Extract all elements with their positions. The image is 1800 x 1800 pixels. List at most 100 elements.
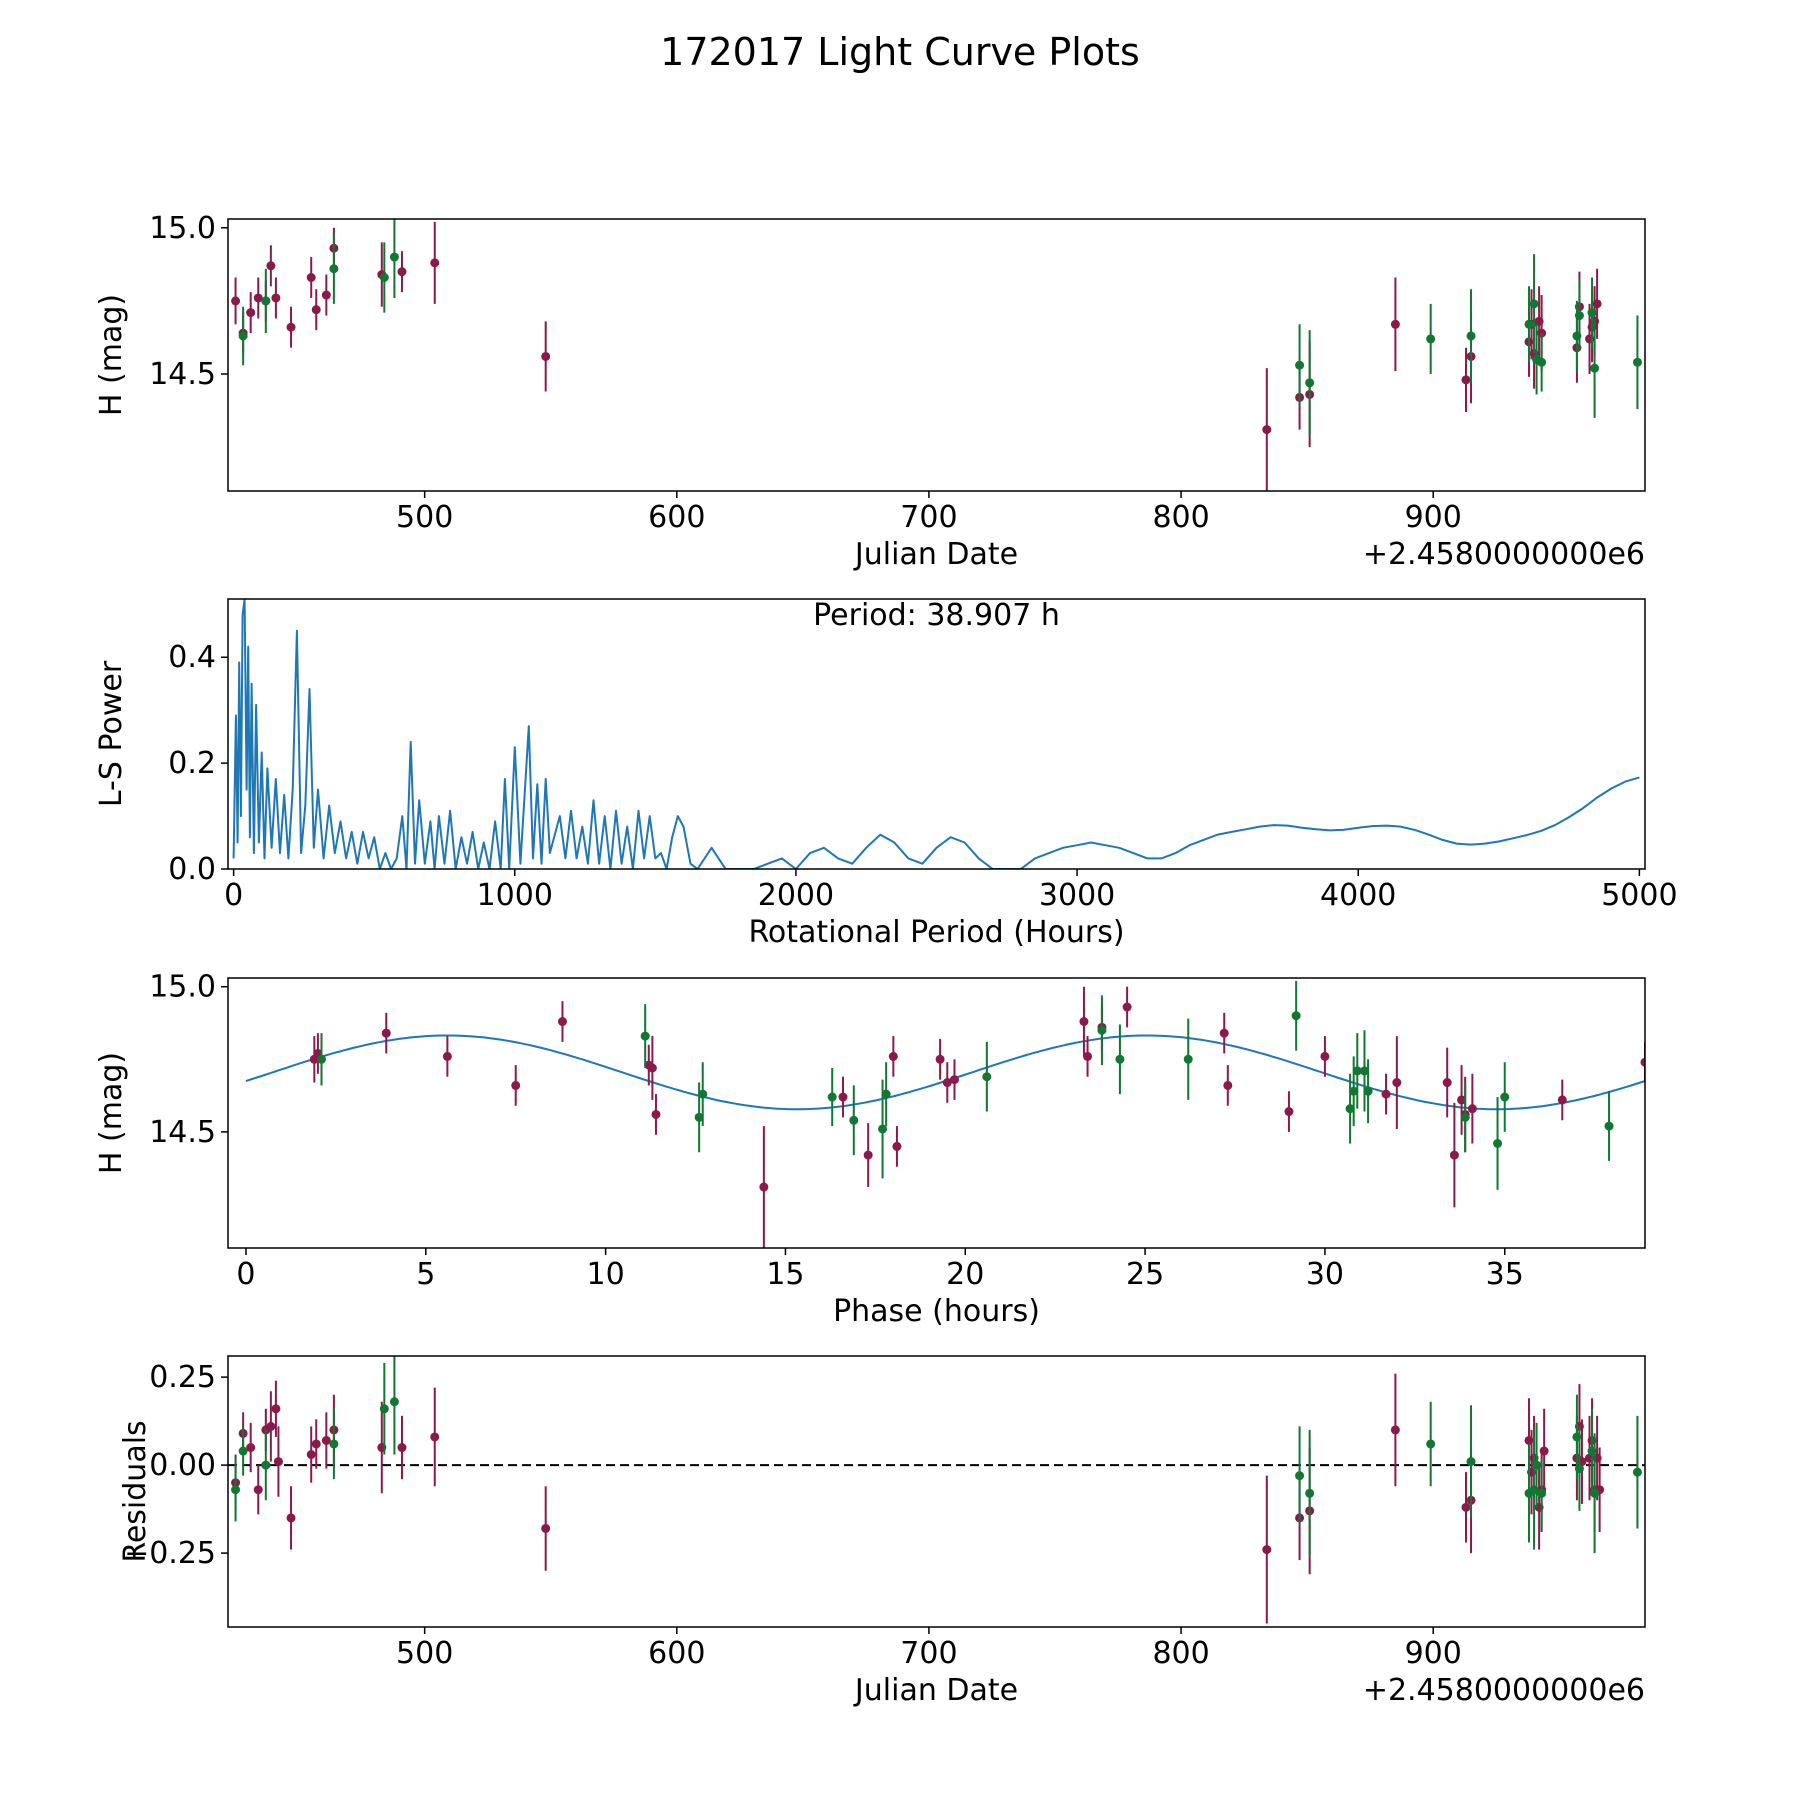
data-point-magenta xyxy=(541,351,551,361)
data-point-magenta xyxy=(1284,1107,1294,1117)
data-point-magenta xyxy=(942,1078,952,1088)
data-point-green xyxy=(1349,1086,1359,1096)
data-point-green xyxy=(1097,1025,1107,1035)
panel-periodogram-ylabel: L-S Power xyxy=(94,660,129,807)
data-point-magenta xyxy=(286,322,296,332)
data-point-magenta xyxy=(1122,1002,1132,1012)
panel-light-curve: H (mag) Julian Date +2.4580000000e6 500 6… xyxy=(94,211,1646,572)
data-point-green xyxy=(1493,1138,1503,1148)
x-tick-label: 10 xyxy=(587,1257,625,1292)
data-point-magenta xyxy=(1557,1095,1567,1105)
data-point-green xyxy=(379,272,389,282)
data-point-green xyxy=(1632,1467,1642,1477)
data-point-magenta xyxy=(397,1443,407,1453)
axes-frame xyxy=(227,1355,1646,1628)
data-point-magenta xyxy=(271,293,281,303)
x-tick-label: 1000 xyxy=(477,878,553,913)
x-tick-label: 5000 xyxy=(1601,878,1677,913)
panel-residuals-offset-label: +2.4580000000e6 xyxy=(1363,1673,1645,1708)
x-tick-label: 20 xyxy=(946,1257,984,1292)
data-point-magenta xyxy=(306,1450,316,1460)
data-point-magenta xyxy=(311,1439,321,1449)
data-point-green xyxy=(1359,1066,1369,1076)
data-point-green xyxy=(238,1446,248,1456)
y-axis-label: Residuals xyxy=(118,1420,153,1562)
data-point-magenta xyxy=(1079,1017,1089,1027)
data-point-magenta xyxy=(1592,299,1602,309)
y-tick-label: 0.2 xyxy=(168,746,216,781)
x-tick-label: 500 xyxy=(396,1636,453,1671)
data-point-green xyxy=(329,1439,339,1449)
x-tick-label: 0 xyxy=(236,1257,255,1292)
x-tick-label: 0 xyxy=(224,878,243,913)
data-point-green xyxy=(1345,1104,1355,1114)
axes-frame xyxy=(227,598,1646,870)
data-point-magenta xyxy=(1381,1089,1391,1099)
data-point-green xyxy=(238,331,248,341)
y-tick-label: 0.0 xyxy=(168,852,216,887)
data-point-green xyxy=(1305,1488,1315,1498)
data-point-magenta xyxy=(1449,1150,1459,1160)
x-tick-label: 5 xyxy=(416,1257,435,1292)
data-point-green xyxy=(329,264,339,274)
data-point-green xyxy=(1460,1112,1470,1122)
y-tick-label: 0.4 xyxy=(168,640,216,675)
data-point-green xyxy=(1587,308,1597,318)
y-tick-label: 0.00 xyxy=(149,1448,216,1483)
plot-area xyxy=(245,980,1645,1248)
data-point-magenta xyxy=(1219,1028,1229,1038)
data-point-green xyxy=(1632,357,1642,367)
data-point-magenta xyxy=(759,1182,769,1192)
data-point-green xyxy=(698,1089,708,1099)
data-point-green xyxy=(389,252,399,262)
data-point-green xyxy=(379,1404,389,1414)
data-point-green xyxy=(1295,1471,1305,1481)
data-point-magenta xyxy=(430,1432,440,1442)
data-point-green xyxy=(389,1397,399,1407)
data-point-green xyxy=(1590,1488,1600,1498)
x-tick-label: 30 xyxy=(1306,1257,1344,1292)
x-tick-label: 800 xyxy=(1152,1636,1209,1671)
data-point-green xyxy=(1524,319,1534,329)
data-point-magenta xyxy=(1539,1446,1549,1456)
data-point-magenta xyxy=(647,1063,657,1073)
data-point-magenta xyxy=(1457,1095,1467,1105)
axes-frame xyxy=(227,218,1646,492)
data-point-magenta xyxy=(1320,1051,1330,1061)
data-point-magenta xyxy=(286,1513,296,1523)
figure-title: 172017 Light Curve Plots xyxy=(660,30,1140,74)
data-point-green xyxy=(1604,1121,1614,1131)
data-point-magenta xyxy=(311,305,321,315)
data-point-magenta xyxy=(442,1051,452,1061)
data-point-magenta xyxy=(381,1028,391,1038)
data-point-green xyxy=(881,1089,891,1099)
y-tick-label: −0.25 xyxy=(124,1536,216,1571)
data-point-magenta xyxy=(1467,1104,1477,1114)
data-point-magenta xyxy=(231,296,241,306)
data-point-magenta xyxy=(888,1051,898,1061)
y-tick-label: 15.0 xyxy=(149,211,216,246)
data-point-magenta xyxy=(1392,1078,1402,1088)
data-point-green xyxy=(1537,1488,1547,1498)
data-point-magenta xyxy=(935,1054,945,1064)
data-point-green xyxy=(640,1031,650,1041)
y-axis-label: H (mag) xyxy=(94,1052,129,1174)
data-point-green xyxy=(1291,1011,1301,1021)
x-tick-label: 25 xyxy=(1126,1257,1164,1292)
panel-light-curve-xlabel: Julian Date xyxy=(853,537,1018,572)
data-point-magenta xyxy=(266,1421,276,1431)
panel-phased-xlabel: Phase (hours) xyxy=(833,1294,1040,1329)
plot-area xyxy=(228,1356,1645,1624)
data-point-magenta xyxy=(1390,319,1400,329)
panel-residuals-xlabel: Julian Date xyxy=(853,1673,1018,1708)
data-point-green xyxy=(982,1072,992,1082)
data-point-green xyxy=(1466,1457,1476,1467)
x-tick-label: 600 xyxy=(648,500,705,535)
x-tick-label: 35 xyxy=(1486,1257,1524,1292)
data-point-green xyxy=(1115,1054,1125,1064)
data-point-green xyxy=(827,1092,837,1102)
data-point-magenta xyxy=(430,258,440,268)
x-tick-label: 2000 xyxy=(758,878,834,913)
x-tick-label: 900 xyxy=(1405,1636,1462,1671)
